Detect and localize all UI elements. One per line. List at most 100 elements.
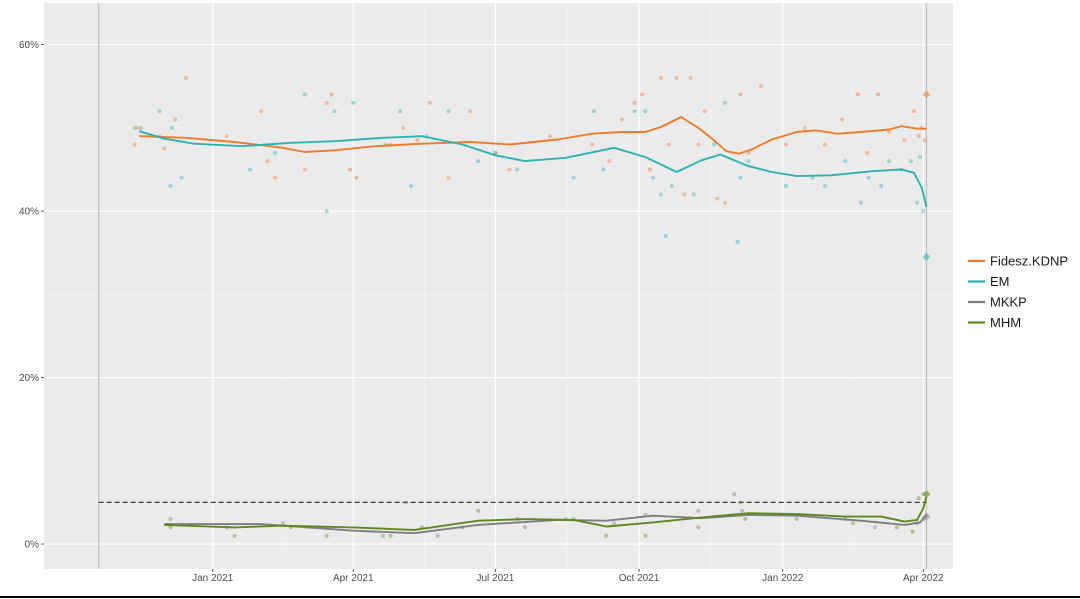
mhm-point (743, 517, 748, 522)
em-point (908, 159, 913, 164)
mkkp-trend-line (164, 513, 928, 535)
fidesz-kdnp-point (273, 175, 278, 180)
fidesz-kdnp-point (715, 196, 720, 201)
mkkp-legend-label: MKKP (990, 295, 1027, 310)
fidesz-kdnp-point (548, 134, 553, 139)
em-point (669, 184, 674, 189)
mhm-point (696, 525, 701, 530)
mkkp-point (794, 517, 799, 522)
fidesz-kdnp-point (648, 167, 652, 172)
fidesz-kdnp-point (702, 109, 707, 114)
fidesz-kdnp-point (758, 84, 763, 89)
em-point (170, 125, 175, 130)
fidesz-kdnp-point (401, 125, 406, 130)
mhm-trend-line (164, 496, 928, 531)
mhm-point (894, 525, 899, 530)
fidesz-kdnp-point (658, 75, 663, 80)
y-tick-label: 0% (25, 540, 40, 551)
fidesz-kdnp-point (682, 192, 687, 197)
mhm-point (476, 508, 481, 513)
fidesz-kdnp-point (162, 146, 167, 151)
em-point (722, 100, 727, 105)
em-legend-label: EM (990, 274, 1010, 289)
em-point (691, 192, 696, 197)
mkkp-point (872, 525, 877, 530)
em-point (866, 175, 871, 180)
em-point (746, 159, 751, 164)
fidesz-kdnp-point (607, 159, 612, 164)
x-axis: Jan 2021 Apr 2021 Jul 2021 Oct 2021 Jan 2022… (192, 569, 944, 584)
em-point (738, 175, 743, 180)
em-point (915, 200, 920, 205)
em-point (168, 184, 173, 189)
mkkp-point (435, 533, 440, 538)
x-tick-label: Oct 2021 (619, 573, 660, 584)
em-point (886, 159, 891, 164)
em-point (921, 209, 926, 214)
fidesz-kdnp-point (640, 92, 645, 97)
fidesz-kdnp-point (722, 200, 727, 205)
fidesz-kdnp-latest-marker (922, 90, 931, 99)
fidesz-kdnp-point (415, 138, 420, 143)
em-point (810, 175, 815, 180)
em-point (879, 184, 884, 189)
em-point (918, 154, 923, 159)
em-point (409, 184, 414, 189)
fidesz-kdnp-point (674, 75, 679, 80)
fidesz-kdnp-point (329, 92, 334, 97)
mhm-latest-marker (922, 490, 931, 499)
em-point (179, 175, 184, 180)
y-tick-label: 20% (19, 373, 39, 384)
em-point (843, 159, 848, 164)
em-point (783, 184, 788, 189)
em-point (273, 150, 278, 155)
fidesz-kdnp-point (184, 75, 189, 80)
em-trend-line (139, 130, 928, 208)
fidesz-kdnp-point (865, 150, 870, 155)
mhm-legend-label: MHM (990, 315, 1021, 330)
em-point (302, 92, 307, 97)
fidesz-kdnp-point (493, 150, 498, 155)
latest-markers (922, 90, 931, 521)
fidesz-kdnp-point (922, 138, 927, 143)
mhm-point (168, 525, 173, 530)
mhm-point (388, 533, 393, 538)
mhm-point (523, 525, 528, 530)
em-point (658, 192, 663, 197)
fidesz-kdnp-point (666, 142, 671, 147)
fidesz-kdnp-point (738, 92, 743, 97)
em-point (858, 200, 863, 205)
mkkp-point (404, 500, 409, 505)
fidesz-kdnp-point (265, 159, 270, 164)
fidesz-kdnp-point (802, 125, 807, 130)
fidesz-kdnp-point (224, 134, 229, 139)
fidesz-kdnp-point (324, 100, 329, 105)
x-tick-label: Jan 2021 (192, 573, 234, 584)
mkkp-point (696, 508, 701, 513)
em-point (663, 234, 668, 239)
fidesz-kdnp-point (696, 142, 701, 147)
x-tick-label: Apr 2021 (333, 573, 374, 584)
em-point (632, 109, 637, 114)
fidesz-kdnp-point (911, 109, 916, 114)
fidesz-kdnp-trend-line (139, 116, 927, 155)
major-gridlines (44, 3, 953, 569)
fidesz-kdnp-point (590, 142, 595, 147)
trend-lines (139, 116, 928, 535)
fidesz-kdnp-point (886, 130, 891, 135)
em-latest-marker (922, 252, 931, 261)
em-point (712, 142, 717, 147)
mkkp-point (612, 521, 617, 526)
em-point (248, 167, 253, 172)
mkkp-point (168, 517, 173, 522)
mhm-point (232, 533, 237, 538)
fidesz-kdnp-point (135, 125, 140, 130)
fidesz-kdnp-point (507, 167, 512, 172)
mhm-point (324, 533, 329, 538)
fidesz-kdnp-point (855, 92, 860, 97)
em-point (493, 150, 498, 155)
mkkp-latest-marker (922, 512, 931, 521)
em-point (643, 109, 648, 114)
fidesz-kdnp-point (354, 175, 359, 180)
